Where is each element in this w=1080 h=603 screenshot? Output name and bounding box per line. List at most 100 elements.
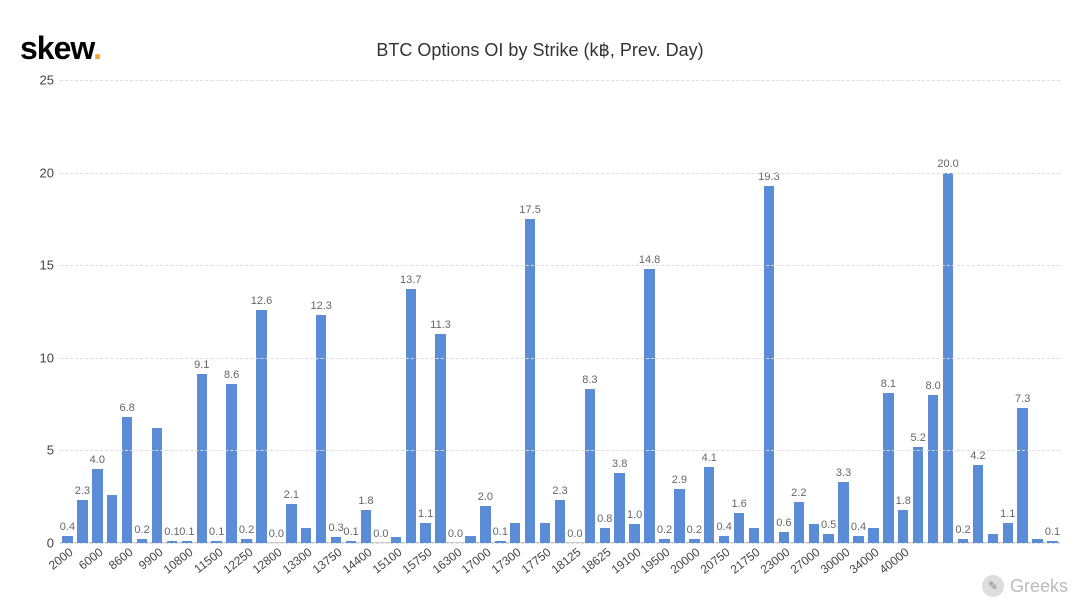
grid-line bbox=[60, 265, 1060, 266]
y-tick-label: 10 bbox=[40, 350, 54, 365]
bar-value-label: 1.8 bbox=[358, 495, 373, 507]
bar-value-label: 1.0 bbox=[627, 509, 642, 521]
y-axis: 0510152025 bbox=[30, 80, 60, 543]
bar bbox=[256, 310, 266, 543]
bar-value-label: 0.1 bbox=[209, 526, 224, 538]
bar-value-label: 0.3 bbox=[328, 522, 343, 534]
bar bbox=[286, 504, 296, 543]
x-tick-label: 17300 bbox=[489, 545, 524, 577]
watermark-text: Greeks bbox=[1010, 576, 1068, 597]
bar bbox=[838, 482, 848, 543]
watermark: ✎ Greeks bbox=[982, 575, 1068, 597]
bar-value-label: 8.0 bbox=[925, 380, 940, 392]
bar bbox=[749, 528, 759, 543]
bar-value-label: 0.2 bbox=[955, 524, 970, 536]
bar-value-label: 12.6 bbox=[251, 295, 272, 307]
x-tick-label: 17000 bbox=[459, 545, 494, 577]
x-tick-label: 34000 bbox=[847, 545, 882, 577]
bar-value-label: 9.1 bbox=[194, 359, 209, 371]
x-tick-label: 16300 bbox=[429, 545, 464, 577]
bar-value-label: 2.1 bbox=[284, 489, 299, 501]
x-tick-label: 27000 bbox=[787, 545, 822, 577]
bar bbox=[704, 467, 714, 543]
bar-value-label: 1.6 bbox=[731, 498, 746, 510]
bar bbox=[555, 500, 565, 543]
x-tick-label: 20000 bbox=[668, 545, 703, 577]
bar bbox=[197, 374, 207, 543]
bar bbox=[435, 334, 445, 543]
bar bbox=[540, 523, 550, 543]
bar-value-label: 0.0 bbox=[448, 528, 463, 540]
bar-value-label: 0.4 bbox=[60, 521, 75, 533]
bar-value-label: 17.5 bbox=[519, 204, 540, 216]
bar-value-label: 12.3 bbox=[310, 300, 331, 312]
bar-value-label: 3.3 bbox=[836, 467, 851, 479]
bar bbox=[152, 428, 162, 543]
x-tick-label: 30000 bbox=[817, 545, 852, 577]
y-tick-label: 15 bbox=[40, 258, 54, 273]
bar bbox=[62, 536, 72, 543]
bar-value-label: 1.1 bbox=[418, 508, 433, 520]
bar-value-label: 0.8 bbox=[597, 513, 612, 525]
bar-value-label: 0.4 bbox=[717, 521, 732, 533]
bar-value-label: 8.6 bbox=[224, 369, 239, 381]
x-tick-label: 17750 bbox=[519, 545, 554, 577]
bar-value-label: 2.2 bbox=[791, 487, 806, 499]
x-tick-label: 15750 bbox=[399, 545, 434, 577]
y-tick-label: 20 bbox=[40, 165, 54, 180]
grid-line bbox=[60, 450, 1060, 451]
bar bbox=[779, 532, 789, 543]
bar-value-label: 4.2 bbox=[970, 450, 985, 462]
bar bbox=[316, 315, 326, 543]
bar bbox=[361, 510, 371, 543]
bar bbox=[823, 534, 833, 543]
bar-value-label: 0.4 bbox=[851, 521, 866, 533]
grid-line bbox=[60, 358, 1060, 359]
bar bbox=[719, 536, 729, 543]
x-tick-label: 18625 bbox=[578, 545, 613, 577]
bar-value-label: 7.3 bbox=[1015, 393, 1030, 405]
x-tick-label: 21750 bbox=[728, 545, 763, 577]
bar-value-label: 14.8 bbox=[639, 254, 660, 266]
x-tick-label: 19500 bbox=[638, 545, 673, 577]
x-tick-label: 15100 bbox=[370, 545, 405, 577]
bar bbox=[674, 489, 684, 543]
bar-value-label: 0.1 bbox=[179, 526, 194, 538]
bar bbox=[988, 534, 998, 543]
x-tick-label: 12250 bbox=[220, 545, 255, 577]
bar-value-label: 2.0 bbox=[478, 491, 493, 503]
bar-value-label: 2.3 bbox=[552, 485, 567, 497]
bar-value-label: 2.9 bbox=[672, 474, 687, 486]
x-tick-label: 13750 bbox=[310, 545, 345, 577]
x-tick-label: 23000 bbox=[758, 545, 793, 577]
bar-value-label: 1.1 bbox=[1000, 508, 1015, 520]
bar bbox=[92, 469, 102, 543]
bar bbox=[406, 289, 416, 543]
x-tick-label: 19100 bbox=[608, 545, 643, 577]
bar bbox=[1003, 523, 1013, 543]
bar-value-label: 5.2 bbox=[911, 432, 926, 444]
bar bbox=[585, 389, 595, 543]
bar bbox=[853, 536, 863, 543]
grid-line bbox=[60, 173, 1060, 174]
bar-value-label: 0.1 bbox=[343, 526, 358, 538]
x-axis-labels: 2000600086009900108001150012250128001330… bbox=[60, 543, 1060, 591]
bar bbox=[107, 495, 117, 543]
x-tick-label: 13300 bbox=[280, 545, 315, 577]
bar-value-label: 0.1 bbox=[1045, 526, 1060, 538]
bar bbox=[480, 506, 490, 543]
bar-value-label: 0.2 bbox=[687, 524, 702, 536]
bar-value-label: 13.7 bbox=[400, 274, 421, 286]
x-tick-label: 11500 bbox=[191, 545, 225, 576]
bar-value-label: 8.1 bbox=[881, 378, 896, 390]
bar bbox=[734, 513, 744, 543]
bar-value-label: 11.3 bbox=[430, 319, 451, 331]
bar bbox=[510, 523, 520, 543]
bar-value-label: 6.8 bbox=[120, 402, 135, 414]
bar-value-label: 0.2 bbox=[657, 524, 672, 536]
bar bbox=[898, 510, 908, 543]
y-tick-label: 25 bbox=[40, 73, 54, 88]
grid-line bbox=[60, 80, 1060, 81]
x-tick-label: 20750 bbox=[698, 545, 733, 577]
grid-line bbox=[60, 543, 1060, 544]
